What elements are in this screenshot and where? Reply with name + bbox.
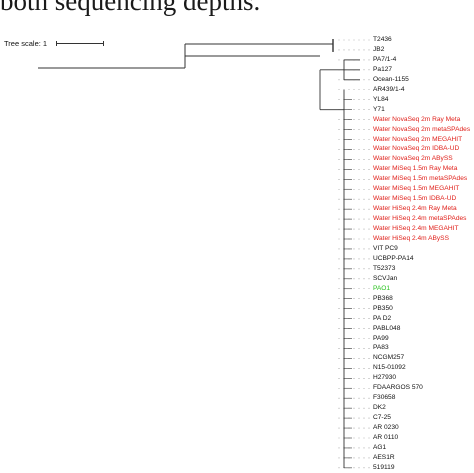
leaf-label: PA83 [373, 344, 389, 352]
leaf-label: C7-25 [373, 414, 391, 422]
leaf-label: N15-01092 [373, 364, 406, 372]
leaf-label: AES1R [373, 453, 395, 461]
leaf-label: Water MiSeq 1.5m Ray Meta [373, 165, 458, 173]
tree-scale-label: Tree scale: 1 [4, 39, 48, 48]
leaf-label: Ocean-1155 [373, 75, 409, 83]
leaf-label: PABL048 [373, 324, 401, 332]
leaf-label: Water HiSeq 2.4m Ray Meta [373, 205, 457, 213]
leaf-label: AR 0230 [373, 424, 399, 432]
leaf-label: AR439/1-4 [373, 85, 405, 93]
leaf-label: Pa127 [373, 65, 393, 73]
leaf-label: Water HiSeq 2.4m MEGAHIT [373, 225, 459, 233]
leaf-label: FDAARGOS 570 [373, 384, 423, 392]
leaf-label: Water MiSeq 1.5m MEGAHIT [373, 185, 460, 193]
leaf-label: Water NovaSeq 2m ABySS [373, 155, 453, 163]
leaf-label: Water MiSeq 1.5m IDBA-UD [373, 195, 457, 203]
leaf-label: DK2 [373, 404, 386, 412]
leaf-label: Water NovaSeq 2m MEGAHIT [373, 135, 463, 143]
leaf-label: UCBPP-PA14 [373, 254, 414, 262]
leaf-label: Y71 [373, 105, 385, 113]
leaf-label: Water MiSeq 1.5m metaSPAdes [373, 175, 468, 183]
leaf-label: Water NovaSeq 2m IDBA-UD [373, 145, 460, 153]
figure-caption: both sequencing depths. [0, 0, 261, 16]
leaf-label: PA D2 [373, 314, 392, 322]
tree-scale-bar [56, 41, 104, 46]
leaf-label: NCGM257 [373, 354, 405, 362]
leaf-label: Water HiSeq 2.4m metaSPAdes [373, 215, 467, 223]
leaf-label: T2436 [373, 36, 392, 43]
leaf-label: Water HiSeq 2.4m ABySS [373, 235, 449, 242]
leaf-label: 519119 [373, 463, 395, 471]
leaf-label: Water NovaSeq 2m Ray Meta [373, 115, 461, 123]
leaf-label: JB2 [373, 45, 385, 53]
leaf-label: PB368 [373, 294, 393, 302]
leaf-label: PB350 [373, 304, 393, 312]
leaf-label: PA99 [373, 334, 389, 342]
leaf-label: PAO1 [373, 284, 391, 292]
leaf-label: SCVJan [373, 274, 398, 282]
leaf-label: PA7/1-4 [373, 55, 397, 63]
leaf-label: F30658 [373, 394, 396, 402]
leaf-label: AG1 [373, 443, 387, 451]
leaf-label: H27930 [373, 374, 397, 382]
leaf-label: YL84 [373, 95, 389, 103]
leaf-label: Water NovaSeq 2m metaSPAdes [373, 125, 471, 133]
leaf-label: T52373 [373, 264, 396, 272]
leaf-label: AR 0110 [373, 434, 399, 441]
leaf-label: VIT PC9 [373, 244, 398, 252]
